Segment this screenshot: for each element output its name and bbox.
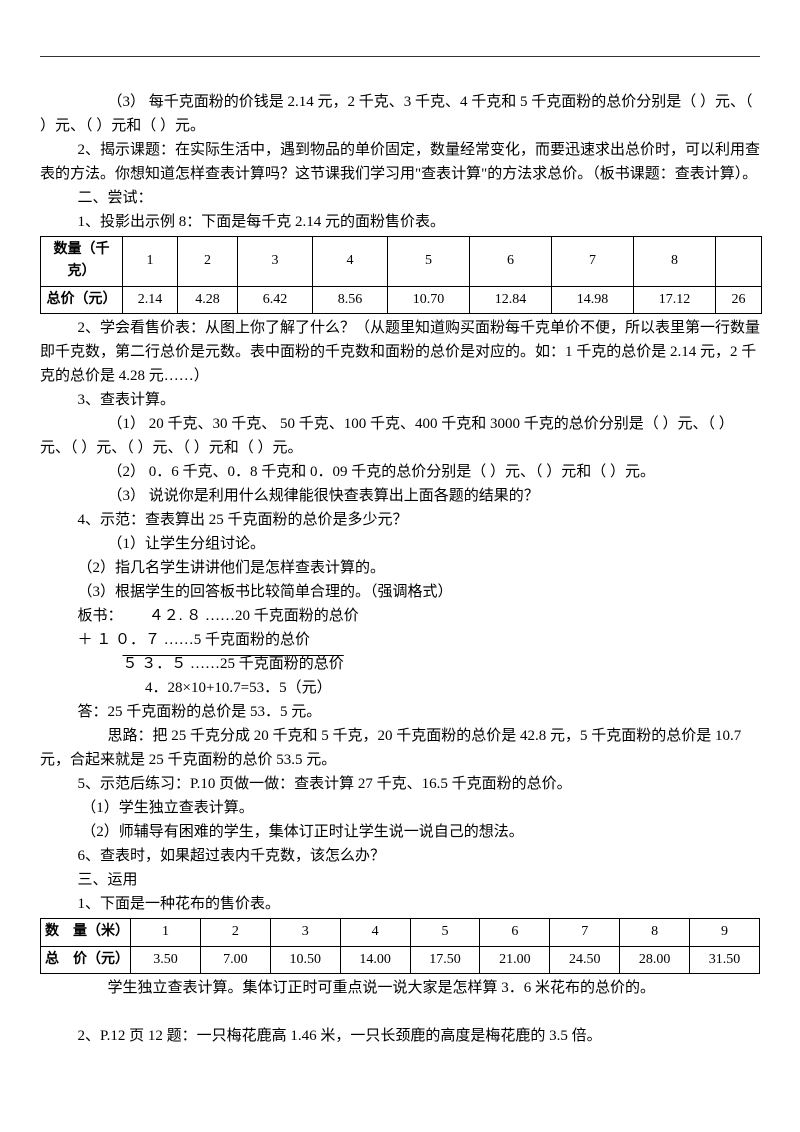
cell: 5 — [410, 919, 480, 946]
cell: 3.50 — [131, 946, 201, 973]
cell: 21.00 — [480, 946, 550, 973]
board-val-1: ４２. ８ ……20 千克面粉的总价 — [149, 608, 359, 624]
cell: 6.42 — [238, 286, 313, 313]
cell: 2.14 — [123, 286, 178, 313]
board-line2: ＋ １ ０．７ ……5 千克面粉的总价 — [40, 628, 760, 652]
text-deer: 2、P.12 页 12 题：一只梅花鹿高 1.46 米，一只长颈鹿的高度是梅花鹿… — [40, 1024, 760, 1048]
text-q1: （1） 20 千克、30 千克、 50 千克、100 千克、400 千克和 30… — [40, 412, 760, 460]
header-rule — [40, 56, 760, 57]
board-line1: 板书： ４２. ８ ……20 千克面粉的总价 — [40, 604, 760, 628]
text-prac2: （2）师辅导有困难的学生，集体订正时让学生说一说自己的想法。 — [40, 820, 760, 844]
cell: 7 — [550, 919, 620, 946]
cell: 3 — [238, 237, 313, 287]
text-cloth-practice: 学生独立查表计算。集体订正时可重点说一说大家是怎样算 3．6 米花布的总价的。 — [40, 976, 760, 1000]
section-3-title: 三、运用 — [40, 868, 760, 892]
section-2-title: 二、尝试： — [40, 186, 760, 210]
cell: 8 — [620, 919, 690, 946]
cell: 3 — [270, 919, 340, 946]
cell: 9 — [690, 919, 760, 946]
cell: 1 — [131, 919, 201, 946]
cell: 10.70 — [388, 286, 470, 313]
text-prac1: （1）学生独立查表计算。 — [40, 796, 760, 820]
text-cloth: 1、下面是一种花布的售价表。 — [40, 892, 760, 916]
cell: 7 — [552, 237, 634, 287]
cell: 4 — [313, 237, 388, 287]
table-row: 数 量（米） 1 2 3 4 5 6 7 8 9 — [41, 919, 760, 946]
text-practice: 5、示范后练习：P.10 页做一做：查表计算 27 千克、16.5 千克面粉的总… — [40, 772, 760, 796]
cell: 6 — [470, 237, 552, 287]
table-row: 总 价（元） 3.50 7.00 10.50 14.00 17.50 21.00… — [41, 946, 760, 973]
cell: 6 — [480, 919, 550, 946]
page: （3） 每千克面粉的价钱是 2.14 元，2 千克、3 千克、4 千克和 5 千… — [0, 0, 800, 1132]
text-step1: （1）让学生分组讨论。 — [40, 532, 760, 556]
table-row: 数量（千克） 1 2 3 4 5 6 7 8 — [41, 237, 762, 287]
cell: 1 — [123, 237, 178, 287]
text-read-table: 2、学会看售价表：从图上你了解了什么？（从题里知道购买面粉每千克单价不便，所以表… — [40, 316, 760, 388]
cell: 4.28 — [178, 286, 238, 313]
cell: 26 — [716, 286, 762, 313]
cell: 10.50 — [270, 946, 340, 973]
prac1-text: （1）学生独立查表计算。 — [81, 800, 254, 816]
text-thought: 思路：把 25 千克分成 20 千克和 5 千克，20 千克面粉的总价是 42.… — [40, 724, 760, 772]
cell: 24.50 — [550, 946, 620, 973]
flour-price-table: 数量（千克） 1 2 3 4 5 6 7 8 总价（元） 2.14 4.28 6… — [40, 236, 762, 314]
spacer — [40, 1000, 760, 1024]
cloth-price-table: 数 量（米） 1 2 3 4 5 6 7 8 9 总 价（元） 3.50 7.0… — [40, 918, 760, 974]
board-line3: ５ ３．５ ……25 千克面粉的总价 — [40, 652, 760, 676]
total-header-cell: 总价（元） — [41, 286, 123, 313]
cell — [716, 237, 762, 287]
cell: 4 — [340, 919, 410, 946]
cell: 2 — [178, 237, 238, 287]
cell: 8 — [634, 237, 716, 287]
prac2-text: （2）师辅导有困难的学生，集体订正时让学生说一说自己的想法。 — [81, 824, 524, 840]
text-example8: 1、投影出示例 8：下面是每千克 2.14 元的面粉售价表。 — [40, 210, 760, 234]
text-q6: 6、查表时，如果超过表内千克数，该怎么办？ — [40, 844, 760, 868]
cell: 7.00 — [200, 946, 270, 973]
qty-header-cell: 数 量（米） — [41, 919, 131, 946]
board-formula: 4．28×10+10.7=53．5（元） — [145, 680, 332, 696]
text-q3: （3） 每千克面粉的价钱是 2.14 元，2 千克、3 千克、4 千克和 5 千… — [40, 90, 760, 138]
board-sum: ５ ３．５ ……25 千克面粉的总价 — [123, 656, 344, 672]
text-step3: （3）根据学生的回答板书比较简单合理的。（强调格式） — [40, 580, 760, 604]
cell: 5 — [388, 237, 470, 287]
text-reveal-topic: 2、揭示课题：在实际生活中，遇到物品的单价固定，数量经常变化，而要迅速求出总价时… — [40, 138, 760, 186]
qty-header-cell: 数量（千克） — [41, 237, 123, 287]
cell: 14.98 — [552, 286, 634, 313]
text-calc: 3、查表计算。 — [40, 388, 760, 412]
text-answer: 答：25 千克面粉的总价是 53．5 元。 — [40, 700, 760, 724]
cell: 17.12 — [634, 286, 716, 313]
cell: 14.00 — [340, 946, 410, 973]
cell: 8.56 — [313, 286, 388, 313]
text-demo: 4、示范：查表算出 25 千克面粉的总价是多少元？ — [40, 508, 760, 532]
cell: 2 — [200, 919, 270, 946]
text-q2: （2） 0．6 千克、0．8 千克和 0．09 千克的总价分别是（ ）元、（ ）… — [40, 460, 760, 484]
text-q3b: （3） 说说你是利用什么规律能很快查表算出上面各题的结果的？ — [40, 484, 760, 508]
text-step2: （2）指几名学生讲讲他们是怎样查表计算的。 — [40, 556, 760, 580]
board-prefix: 板书： — [78, 608, 123, 624]
board-line4: 4．28×10+10.7=53．5（元） — [40, 676, 760, 700]
cell: 17.50 — [410, 946, 480, 973]
table-row: 总价（元） 2.14 4.28 6.42 8.56 10.70 12.84 14… — [41, 286, 762, 313]
total-header-cell: 总 价（元） — [41, 946, 131, 973]
cell: 31.50 — [690, 946, 760, 973]
cell: 12.84 — [470, 286, 552, 313]
cell: 28.00 — [620, 946, 690, 973]
